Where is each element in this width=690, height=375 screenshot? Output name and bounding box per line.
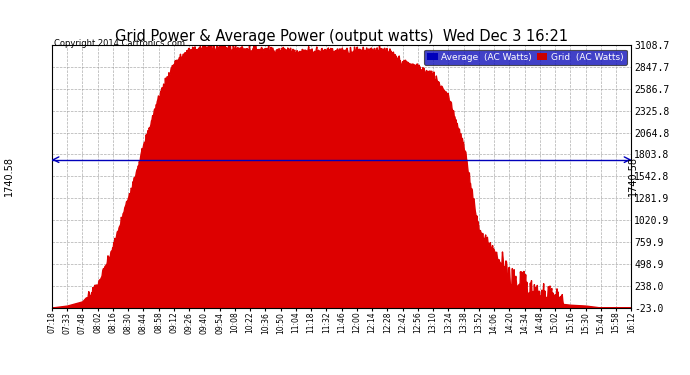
Text: Copyright 2014 Cartronics.com: Copyright 2014 Cartronics.com: [54, 39, 185, 48]
Title: Grid Power & Average Power (output watts)  Wed Dec 3 16:21: Grid Power & Average Power (output watts…: [115, 29, 568, 44]
Legend: Average  (AC Watts), Grid  (AC Watts): Average (AC Watts), Grid (AC Watts): [424, 50, 627, 65]
Text: 1740.58: 1740.58: [628, 156, 638, 196]
Text: 1740.58: 1740.58: [4, 156, 14, 196]
